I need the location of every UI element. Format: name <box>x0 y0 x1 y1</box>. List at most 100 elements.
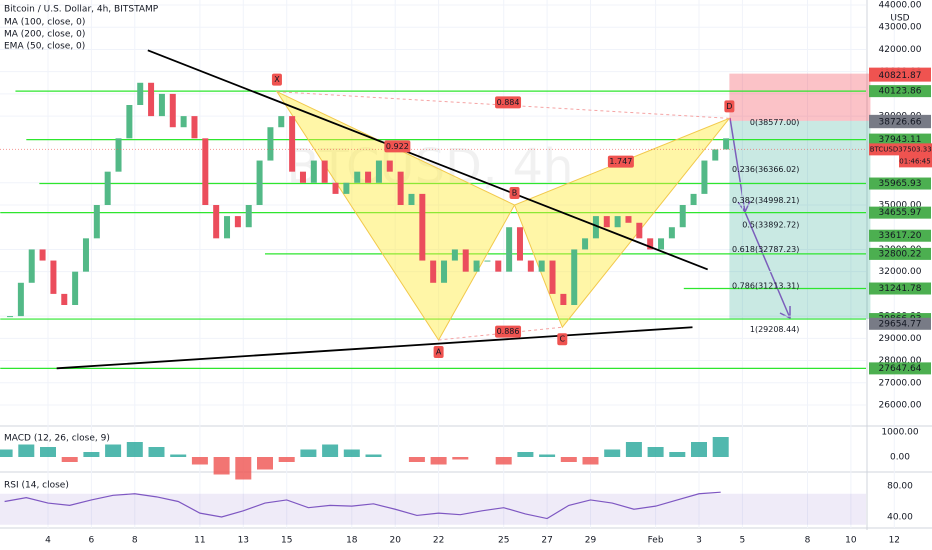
rsi-title: RSI (14, close) <box>4 481 69 491</box>
time-tick-label: 8 <box>132 536 138 546</box>
price-tick-label: 26000.00 <box>879 401 922 411</box>
macd-bar <box>213 457 230 475</box>
candle <box>72 271 79 305</box>
macd-bar <box>235 457 252 480</box>
countdown: 01:46:45 <box>899 157 930 165</box>
time-tick-label: 18 <box>346 536 358 546</box>
candle <box>82 238 89 272</box>
legend-indicator: EMA (50, close, 0) <box>4 42 85 52</box>
macd-bar <box>712 437 729 457</box>
price-tag-bg <box>869 116 931 129</box>
candle <box>126 105 133 139</box>
price-tag-bg <box>869 177 931 190</box>
price-tick-label: 29000.00 <box>879 334 922 344</box>
time-tick-label: 27 <box>541 536 552 546</box>
legend-title: Bitcoin / U.S. Dollar, 4h, BITSTAMP <box>4 5 159 15</box>
candle <box>224 216 231 239</box>
candle <box>278 116 285 128</box>
candle <box>723 138 730 150</box>
point-label-bg <box>724 100 735 113</box>
price-tag: 33617.20 <box>879 231 922 241</box>
rsi-tick-label: 40.00 <box>887 513 913 523</box>
time-tick-label: Feb <box>648 536 664 546</box>
candle <box>516 227 523 261</box>
price-tag-bg <box>869 317 931 330</box>
candle <box>61 293 68 305</box>
price-tag: 32800.22 <box>879 249 922 259</box>
candle <box>115 138 122 172</box>
candle <box>397 171 404 205</box>
macd-title: MACD (12, 26, close, 9) <box>4 434 110 444</box>
symbol-tag: BTCUSD <box>870 145 899 153</box>
ratio-label: 0.922 <box>386 142 409 151</box>
candle <box>299 171 306 183</box>
stop-zone <box>729 73 871 121</box>
macd-bar <box>539 454 556 457</box>
price-tag: 34655.97 <box>879 208 922 218</box>
rsi-band <box>0 493 866 525</box>
candle <box>213 205 220 239</box>
candle <box>462 249 469 272</box>
candle <box>419 193 426 261</box>
candle <box>614 216 621 228</box>
macd-bar <box>495 457 512 465</box>
time-tick-label: 29 <box>585 536 597 546</box>
candle <box>202 138 209 205</box>
candle <box>441 260 448 283</box>
candle <box>538 260 545 272</box>
macd-tick-label: 0.00 <box>890 453 910 463</box>
fib-label: 0.786(31213.31) <box>732 282 799 291</box>
time-tick-label: 8 <box>805 536 811 546</box>
candle <box>701 160 708 194</box>
target-zone <box>729 120 871 320</box>
fib-label: 1(29208.44) <box>750 325 800 334</box>
candle <box>560 293 567 305</box>
point-label-bg <box>557 333 568 346</box>
fib-label: 0.618(32787.23) <box>732 245 799 254</box>
candle <box>592 216 599 239</box>
price-tag: 40821.87 <box>879 71 922 81</box>
price-tag: 37943.11 <box>879 135 922 145</box>
candle <box>289 116 296 172</box>
candle <box>582 238 589 250</box>
price-tick-label: 27000.00 <box>879 378 922 388</box>
macd-bar <box>582 457 599 465</box>
candle <box>158 93 165 117</box>
trendline <box>147 49 709 271</box>
price-tag-bg <box>869 85 931 98</box>
candle <box>104 171 111 205</box>
price-tag: 27647.64 <box>879 364 922 374</box>
last-price: 37503.33 <box>898 145 931 153</box>
price-tag-bg <box>869 206 931 219</box>
macd-bar <box>560 457 577 462</box>
macd-bar <box>257 457 273 470</box>
macd-bar <box>105 444 122 457</box>
macd-bar <box>83 452 100 457</box>
symbol-tag-bg <box>869 143 899 156</box>
price-tag-bg <box>869 362 931 375</box>
price-tag-bg <box>869 69 931 82</box>
candle <box>191 116 198 139</box>
price-tag: 38726.66 <box>879 118 922 128</box>
candle <box>571 249 578 305</box>
macd-bar <box>625 442 642 457</box>
macd-bar <box>300 449 317 457</box>
legend-indicator: MA (100, close, 0) <box>4 18 85 28</box>
candle <box>39 249 46 261</box>
price-tag-bg <box>869 133 931 146</box>
candle <box>93 205 100 239</box>
time-tick-label: 4 <box>45 536 51 546</box>
price-tag-bg <box>869 229 931 242</box>
price-tick-label: 42000.00 <box>879 45 922 55</box>
time-tick-label: 3 <box>696 536 702 546</box>
time-tick-label: 25 <box>498 536 509 546</box>
candle <box>321 160 328 183</box>
main-pane: X A B C D 0.884 0.922 1.747 0.886 0(38577.00) 0.23… <box>0 0 895 528</box>
candle <box>310 160 317 183</box>
candle <box>484 260 491 262</box>
last-price-bg <box>899 143 932 168</box>
trendline <box>56 326 693 370</box>
legend-indicator: MA (200, close, 0) <box>4 30 85 40</box>
macd-bar <box>647 447 664 457</box>
